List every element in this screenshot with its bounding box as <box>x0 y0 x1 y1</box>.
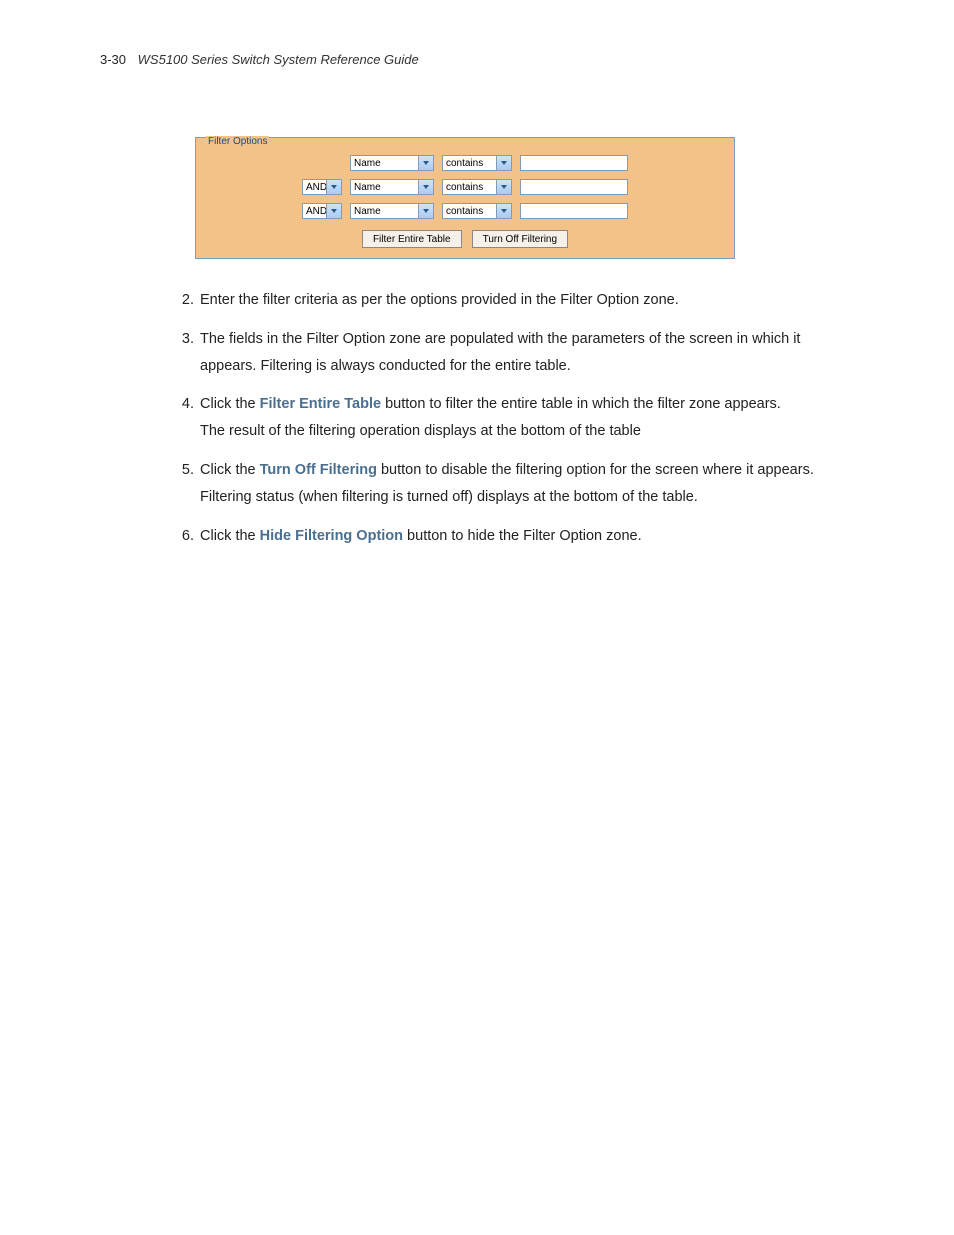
filter-options-legend: Filter Options <box>206 136 269 147</box>
field-select-value: Name <box>354 158 381 169</box>
field-select-value: Name <box>354 206 381 217</box>
instruction-step: 6.Click the Hide Filtering Option button… <box>174 523 834 550</box>
operator-select-value: contains <box>446 158 483 169</box>
filter-row: Name contains <box>302 154 628 172</box>
action-reference: Filter Entire Table <box>260 396 381 412</box>
operator-select[interactable]: contains <box>442 179 512 195</box>
filter-buttons-row: Filter Entire Table Turn Off Filtering <box>206 230 724 248</box>
filter-value-input[interactable] <box>520 203 628 219</box>
instruction-list: 2. Enter the filter criteria as per the o… <box>174 287 834 550</box>
step-number: 4. <box>174 391 194 445</box>
filter-entire-table-button[interactable]: Filter Entire Table <box>362 230 462 248</box>
page-header: 3-30 WS5100 Series Switch System Referen… <box>100 52 854 67</box>
page-number: 3-30 <box>100 52 126 67</box>
step-text: Filtering status (when filtering is turn… <box>200 489 698 505</box>
instruction-step: 2. Enter the filter criteria as per the o… <box>174 287 834 314</box>
step-text: Click the <box>200 396 260 412</box>
logic-select[interactable]: AND <box>302 203 342 219</box>
document-page: 3-30 WS5100 Series Switch System Referen… <box>0 0 954 602</box>
action-reference: Hide Filtering Option <box>260 528 403 544</box>
document-title: WS5100 Series Switch System Reference Gu… <box>138 52 419 67</box>
action-reference: Turn Off Filtering <box>260 462 377 478</box>
step-text: button to disable the filtering option f… <box>377 462 814 478</box>
step-text: The result of the filtering operation di… <box>200 423 641 439</box>
filter-value-input[interactable] <box>520 179 628 195</box>
filter-row: AND Name contains <box>302 202 628 220</box>
logic-select-value: AND <box>306 206 327 217</box>
instruction-step: 4.Click the Filter Entire Table button t… <box>174 391 834 445</box>
chevron-down-icon <box>418 180 433 194</box>
step-body: Click the Filter Entire Table button to … <box>200 391 834 445</box>
step-body: Click the Hide Filtering Option button t… <box>200 523 834 550</box>
chevron-down-icon <box>326 204 341 218</box>
field-select[interactable]: Name <box>350 179 434 195</box>
filter-rows-container: Name contains AND Name <box>206 154 724 220</box>
instruction-step: 5.Click the Turn Off Filtering button to… <box>174 457 834 511</box>
step-text: button to filter the entire table in whi… <box>381 396 781 412</box>
operator-select[interactable]: contains <box>442 155 512 171</box>
step-body: Click the Turn Off Filtering button to d… <box>200 457 834 511</box>
turn-off-filtering-button[interactable]: Turn Off Filtering <box>472 230 568 248</box>
chevron-down-icon <box>496 180 511 194</box>
logic-select[interactable]: AND <box>302 179 342 195</box>
chevron-down-icon <box>496 156 511 170</box>
step-text: Click the <box>200 528 260 544</box>
field-select[interactable]: Name <box>350 203 434 219</box>
step-number: 2. <box>174 287 194 314</box>
logic-select-value: AND <box>306 182 327 193</box>
filter-value-input[interactable] <box>520 155 628 171</box>
operator-select-value: contains <box>446 182 483 193</box>
step-text: The fields in the Filter Option zone are… <box>200 331 800 374</box>
step-text: button to hide the Filter Option zone. <box>403 528 642 544</box>
step-number: 3. <box>174 326 194 380</box>
chevron-down-icon <box>326 180 341 194</box>
step-text: Enter the filter criteria as per the opt… <box>200 292 679 308</box>
field-select-value: Name <box>354 182 381 193</box>
field-select[interactable]: Name <box>350 155 434 171</box>
step-number: 5. <box>174 457 194 511</box>
operator-select-value: contains <box>446 206 483 217</box>
operator-select[interactable]: contains <box>442 203 512 219</box>
step-number: 6. <box>174 523 194 550</box>
chevron-down-icon <box>418 204 433 218</box>
chevron-down-icon <box>418 156 433 170</box>
filter-panel-figure: Filter Options Name contains <box>195 137 854 259</box>
instruction-step: 3.The fields in the Filter Option zone a… <box>174 326 834 380</box>
filter-row: AND Name contains <box>302 178 628 196</box>
step-text: Click the <box>200 462 260 478</box>
chevron-down-icon <box>496 204 511 218</box>
filter-options-panel: Filter Options Name contains <box>195 137 735 259</box>
step-body: Enter the filter criteria as per the opt… <box>200 287 834 314</box>
step-body: The fields in the Filter Option zone are… <box>200 326 834 380</box>
